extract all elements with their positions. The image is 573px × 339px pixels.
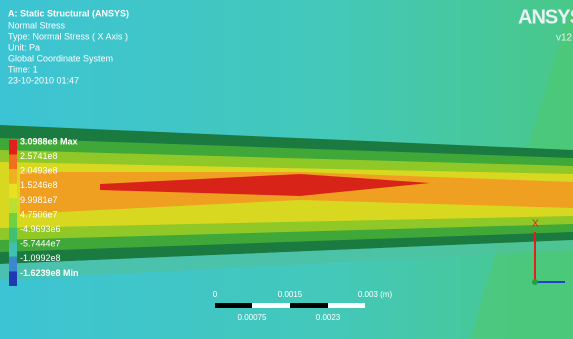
legend-swatch bbox=[9, 198, 17, 213]
info-line: Global Coordinate System bbox=[8, 53, 113, 63]
triad-origin bbox=[532, 279, 538, 285]
viewport: A: Static Structural (ANSYS) Normal Stre… bbox=[0, 0, 573, 339]
scale-bar bbox=[328, 303, 365, 308]
scale-label: 0.0023 bbox=[316, 313, 341, 322]
legend-label: 1.5246e8 bbox=[20, 180, 58, 190]
scale-label: 0 bbox=[213, 290, 218, 299]
legend-label: -5.7444e7 bbox=[20, 239, 61, 249]
legend-swatch bbox=[9, 169, 17, 184]
info-line: Unit: Pa bbox=[8, 42, 40, 52]
scale-label: 0.00075 bbox=[238, 313, 267, 322]
legend-label: 2.5741e8 bbox=[20, 151, 58, 161]
legend-swatch bbox=[9, 271, 17, 286]
logo: ANSYS bbox=[518, 6, 573, 28]
legend-label: 4.7506e7 bbox=[20, 209, 58, 219]
legend-swatch bbox=[9, 228, 17, 243]
scale-label: 0.003 (m) bbox=[358, 290, 393, 299]
legend-swatch bbox=[9, 155, 17, 170]
info-line: Normal Stress bbox=[8, 20, 66, 30]
title: A: Static Structural (ANSYS) bbox=[8, 8, 129, 18]
scale-label: 0.0015 bbox=[278, 290, 303, 299]
info-line: 23-10-2010 01:47 bbox=[8, 75, 79, 85]
legend-swatch bbox=[9, 213, 17, 228]
legend-swatch bbox=[9, 140, 17, 155]
legend-label: 2.0493e8 bbox=[20, 166, 58, 176]
scale-bar bbox=[290, 303, 328, 308]
info-line: Type: Normal Stress ( X Axis ) bbox=[8, 31, 128, 41]
scale-bar bbox=[215, 303, 252, 308]
legend-label: -1.0992e8 bbox=[20, 253, 61, 263]
legend-label: -4.9693e6 bbox=[20, 224, 61, 234]
info-line: Time: 1 bbox=[8, 64, 38, 74]
legend-label: 9.9981e7 bbox=[20, 195, 58, 205]
legend-swatch bbox=[9, 257, 17, 272]
triad-label: X bbox=[532, 219, 539, 230]
legend-swatch bbox=[9, 242, 17, 257]
legend-label: 3.0988e8 Max bbox=[20, 136, 78, 146]
legend-label: -1.6239e8 Min bbox=[20, 268, 79, 278]
scale-bar bbox=[252, 303, 290, 308]
legend-swatch bbox=[9, 184, 17, 199]
logo-version: v12 bbox=[556, 33, 573, 44]
